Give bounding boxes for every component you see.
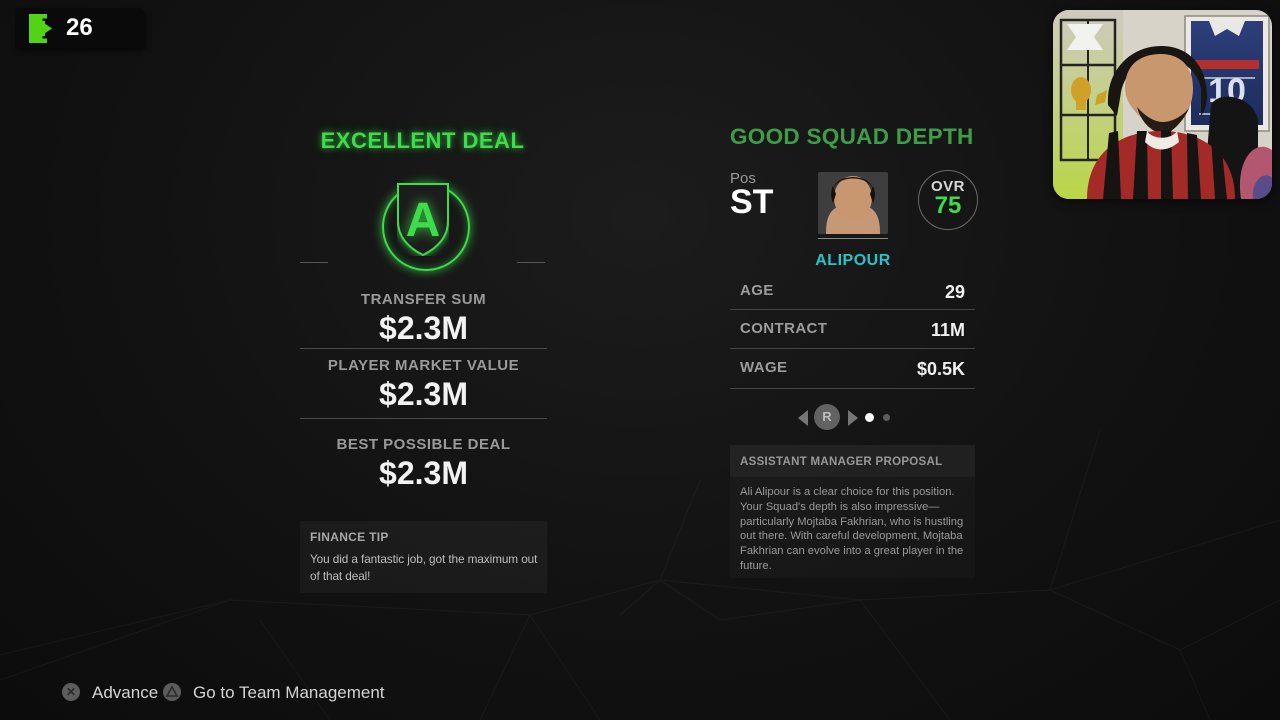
svg-text:A: A <box>406 194 441 247</box>
